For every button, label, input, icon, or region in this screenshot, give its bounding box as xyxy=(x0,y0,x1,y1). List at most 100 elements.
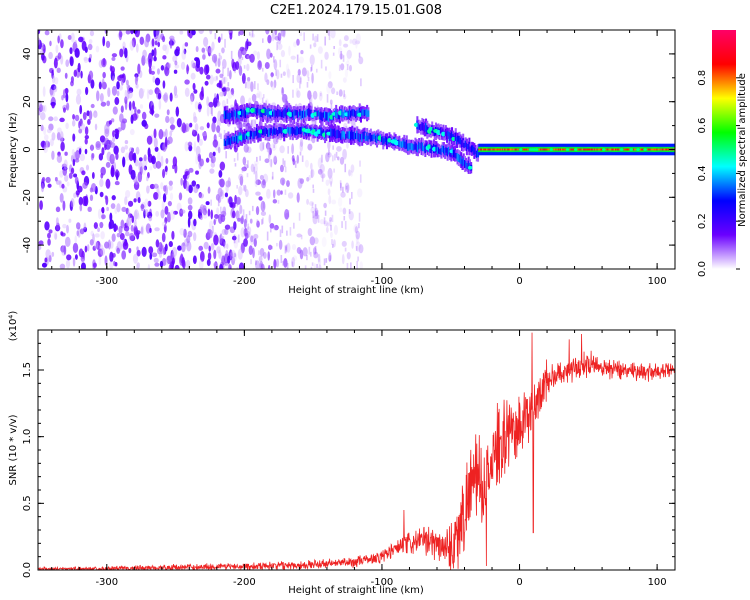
spectrogram-noise-cell xyxy=(204,80,209,86)
spectrogram-noise-cell xyxy=(273,189,276,199)
spectrogram-noise-cell xyxy=(96,90,100,102)
spectrogram-noise-cell xyxy=(78,128,83,134)
spectrogram-ridge-cell xyxy=(346,131,349,139)
spectrogram-noise-streak xyxy=(346,64,349,71)
spectrogram-ridge-cell xyxy=(612,148,614,151)
spectrogram-ridge-cell xyxy=(657,148,659,151)
spectrogram-noise-cell xyxy=(268,147,272,156)
spectrogram-noise-cell xyxy=(329,217,333,222)
spectrogram-noise-cell xyxy=(186,235,191,244)
spectrogram-ridge-cell xyxy=(328,111,332,118)
spectrogram-ridge-cell xyxy=(595,148,598,151)
spectrogram-ridge-cell xyxy=(659,148,661,151)
spectrogram-noise-cell xyxy=(140,203,144,212)
spectrogram-noise-cell xyxy=(153,56,157,62)
spectrogram-ridge-cell xyxy=(468,142,471,151)
spectrogram-noise-cell xyxy=(105,161,111,168)
spectrogram-noise-cell xyxy=(112,75,115,83)
spectrogram-noise-cell xyxy=(83,57,89,63)
spectrogram-noise-cell xyxy=(101,207,105,213)
spectrogram-noise-cell xyxy=(88,110,93,121)
spectrogram-noise-streak xyxy=(234,68,236,74)
spectrogram-noise-cell xyxy=(120,146,126,154)
spectrogram-noise-streak xyxy=(311,262,314,266)
colorbar-ticks: 0.00.20.40.60.8 xyxy=(697,70,740,277)
spectrogram-noise-streak xyxy=(234,163,237,167)
spectrogram-noise-cell xyxy=(62,107,66,113)
spectrogram-noise-cell xyxy=(219,113,225,124)
spectrogram-noise-cell xyxy=(221,77,225,85)
spectrogram-noise-cell xyxy=(41,105,45,112)
spectrogram-noise-cell xyxy=(296,233,302,238)
spectrogram-noise-cell xyxy=(72,133,76,142)
spectrogram-ridge-cell xyxy=(437,147,440,154)
spectrogram-noise-cell xyxy=(140,226,144,235)
spectrogram-noise-cell xyxy=(207,47,213,54)
spectrogram-noise-streak xyxy=(306,254,308,261)
spectrogram-noise-cell xyxy=(279,145,285,154)
spectrogram-noise-cell xyxy=(228,264,232,269)
spectrogram-ridge-cell xyxy=(457,153,460,162)
spectrogram-noise-cell xyxy=(192,129,196,135)
spectrogram-noise-streak xyxy=(266,143,269,152)
spectrogram-ridge-cell xyxy=(498,148,501,151)
spectrogram-noise-cell xyxy=(160,182,164,190)
spectrogram-noise-cell xyxy=(48,254,52,263)
spectrogram-noise-cell xyxy=(88,39,93,44)
spectrogram-noise-cell xyxy=(107,239,112,250)
spectrogram-ridge-cell xyxy=(385,137,388,146)
spectrogram-noise-cell xyxy=(284,209,290,220)
spectrogram-noise-cell xyxy=(197,103,202,110)
spectrogram-noise-cell xyxy=(57,35,60,44)
spectrogram-noise-cell xyxy=(57,127,62,134)
spectrogram-noise-cell xyxy=(99,221,104,229)
spectrogram-noise-streak xyxy=(343,90,346,98)
spectrogram-ridge-cell xyxy=(455,152,458,159)
spectrogram-ridge-cell xyxy=(611,148,613,151)
spectrogram-noise-cell xyxy=(167,62,172,69)
spectrogram-noise-cell xyxy=(358,244,364,254)
spectrogram-noise-cell xyxy=(317,46,323,54)
spectrogram-noise-cell xyxy=(87,118,91,126)
spectrogram-noise-cell xyxy=(357,188,363,198)
spectrogram-noise-streak xyxy=(332,52,335,56)
spectrogram-noise-cell xyxy=(77,185,83,193)
spectrogram-noise-streak xyxy=(262,141,265,150)
spectrogram-noise-cell xyxy=(154,113,160,118)
spectrogram-ridge-cell xyxy=(481,148,483,151)
spectrogram-ridge-cell xyxy=(616,148,619,151)
spectrogram-noise-streak xyxy=(253,81,256,90)
spectrogram-noise-cell xyxy=(136,212,140,220)
spectrogram-noise-streak xyxy=(227,198,229,203)
spectrogram-ridge-cell xyxy=(640,148,642,151)
spectrogram-ridge-cell xyxy=(455,136,459,145)
spectrogram-noise-cell xyxy=(261,179,267,189)
spectrogram-y-tick-label: -40 xyxy=(22,237,33,253)
spectrogram-noise-cell xyxy=(169,38,173,49)
spectrogram-ridge-cell xyxy=(652,148,655,151)
spectrogram-noise-cell xyxy=(116,232,121,238)
spectrogram-ridge-cell xyxy=(417,123,420,130)
spectrogram-ridge-cell xyxy=(599,148,602,151)
spectrogram-noise-streak xyxy=(358,212,361,222)
spectrogram-noise-streak xyxy=(271,176,274,180)
spectrogram-noise-cell xyxy=(206,105,210,117)
spectrogram-noise-cell xyxy=(283,258,288,268)
spectrogram-noise-cell xyxy=(167,136,173,144)
spectrogram-noise-cell xyxy=(51,75,56,84)
spectrogram-carrier-knot xyxy=(549,148,554,151)
spectrogram-ridge-spot xyxy=(268,110,273,116)
colorbar-tick-label: 0.0 xyxy=(697,261,708,277)
spectrogram-noise-cell xyxy=(214,213,219,219)
spectrogram-noise-cell xyxy=(50,84,57,91)
spectrogram-noise-cell xyxy=(44,30,50,36)
spectrogram-noise-streak xyxy=(332,155,334,162)
spectrogram-noise-cell xyxy=(158,241,163,252)
snr-x-tick-label: -100 xyxy=(371,577,394,588)
spectrogram-noise-cell xyxy=(195,154,199,165)
spectrogram-noise-cell xyxy=(139,36,145,45)
spectrogram-noise-cell xyxy=(249,234,255,246)
spectrogram-noise-cell xyxy=(55,206,61,213)
spectrogram-noise-streak xyxy=(240,218,243,225)
spectrogram-ridge-cell xyxy=(269,128,272,136)
